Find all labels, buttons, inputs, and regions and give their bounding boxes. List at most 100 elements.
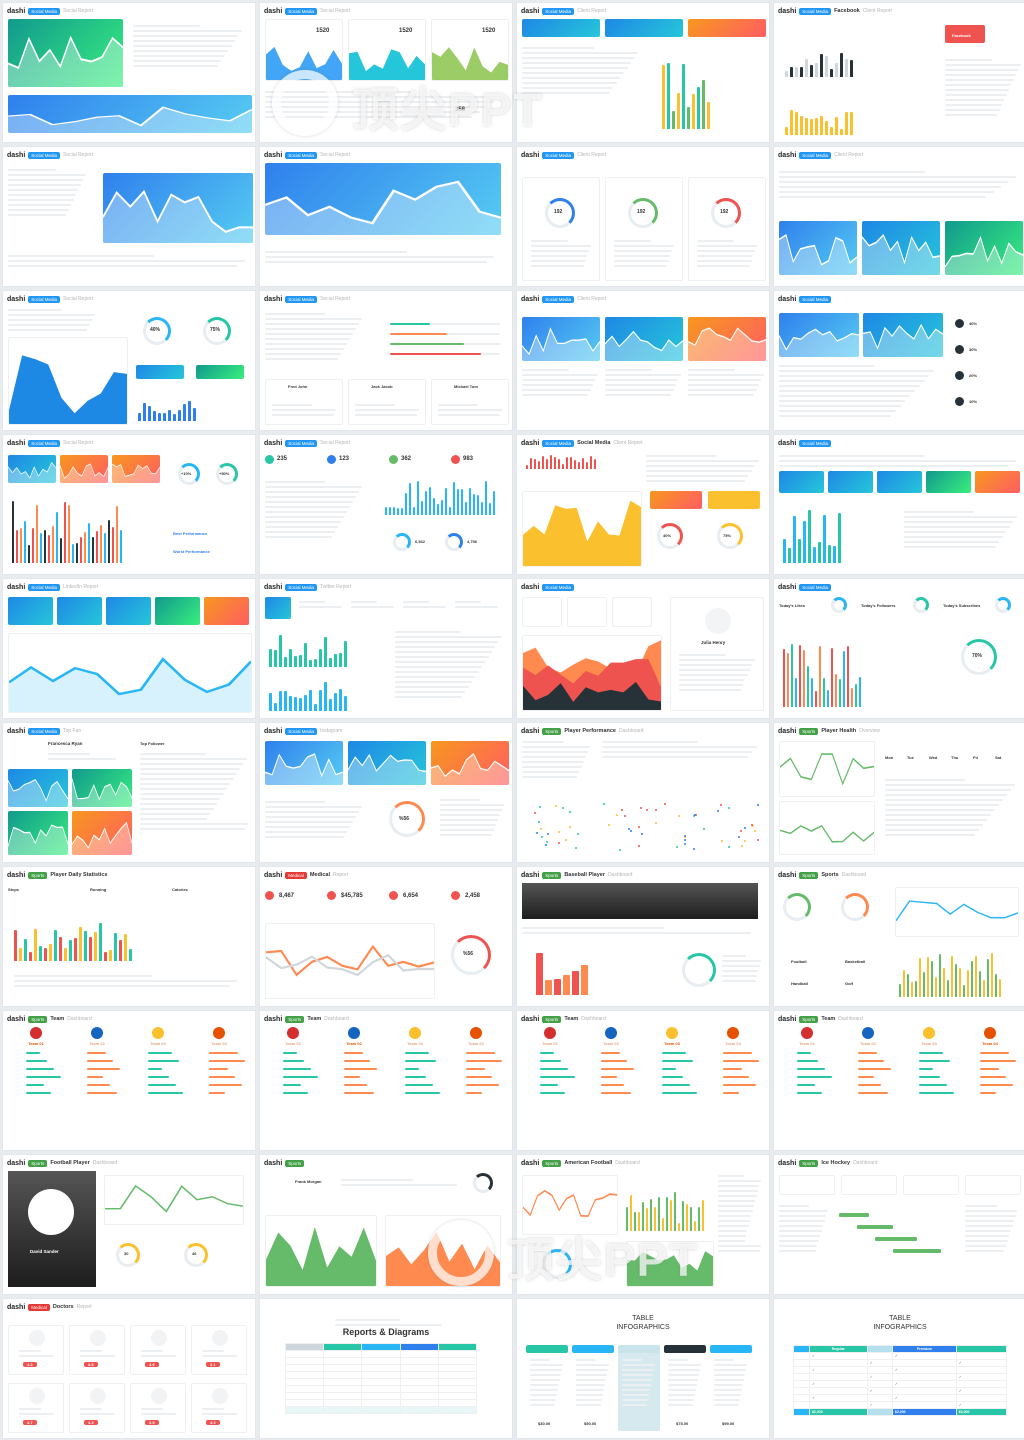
page-list-row [133, 60, 222, 62]
appointment-list-row [885, 799, 1003, 801]
doctor-card: 4.3 [191, 1383, 247, 1433]
follower-bars [269, 681, 347, 711]
drives-table-row [718, 1185, 760, 1187]
brand-logo: dashi [264, 7, 283, 15]
slide-thumbnail[interactable]: dashi Social Media LinkedIn Report [2, 578, 256, 719]
tweet-list-row [395, 646, 496, 648]
reports-cell [284, 1343, 325, 1351]
ratio-value: 75% [723, 533, 732, 538]
slide-thumbnail[interactable]: dashi Social Media Social Report [2, 2, 256, 143]
slide-thumbnail[interactable]: dashi Sports Team Dashboard Team 01 Team 02 Te… [259, 1010, 513, 1151]
slide-thumbnail[interactable]: dashi Sports Team Dashboard Team 01 Team 02 Te… [2, 1010, 256, 1151]
person-stats-row [355, 404, 395, 406]
doctor-info-row [141, 1355, 176, 1357]
slide-thumbnail[interactable]: dashi Sports Player Performance Dashboard [516, 722, 770, 863]
team-stat-bar [87, 1076, 103, 1078]
fb-posts-row [945, 84, 1012, 86]
person-card: Fred John [265, 379, 343, 425]
slide-thumbnail[interactable]: dashi Sports Baseball Player Dashboard [516, 866, 770, 1007]
slide-thumbnail[interactable]: dashi Sports Football Player Dashboard David… [2, 1154, 256, 1295]
slide-header: dashi Social Media Social Report [7, 6, 251, 16]
slide-thumbnail[interactable]: dashi Social Media Client Report [773, 146, 1024, 287]
slide-thumbnail[interactable]: dashi Social Media Social Report [2, 146, 256, 287]
channel-panel-wave-line [688, 327, 766, 346]
person-name: Fred John [288, 384, 308, 389]
monthly-bars [783, 641, 861, 707]
calendar-day: Fri [973, 755, 979, 760]
monthly-bars-bar [44, 530, 46, 563]
slide-thumbnail[interactable]: dashi Social Media Top Fan Francesca Ryan To… [2, 722, 256, 863]
activity-bars-bar [19, 948, 22, 961]
social-share: 20% [969, 373, 978, 378]
pricing-header-cell [793, 1345, 810, 1353]
team-stat-bar [209, 1076, 235, 1078]
slide-thumbnail[interactable]: dashi Sports American Football Dashboard [516, 1154, 770, 1295]
slide-thumbnail[interactable]: dashi Social Media Social Report [259, 146, 513, 287]
slide-thumbnail[interactable]: dashi Sports Team Dashboard Team 01 Team 02 Te… [516, 1010, 770, 1151]
fb-posts-row [945, 99, 1005, 101]
slide-thumbnail[interactable]: dashi Social Media Social Report 235 123 362 9… [259, 434, 513, 575]
slide-thumbnail[interactable]: dashi Social Media Facebook Client Report Fa… [773, 2, 1024, 143]
slide-thumbnail[interactable]: dashi Sports Team Dashboard Team 01 Team 02 Te… [773, 1010, 1024, 1151]
drives-table-row [718, 1180, 761, 1182]
slide-thumbnail[interactable]: dashi Medical Doctors Report 4.2 3.8 4.6 3.1 4.7… [2, 1298, 256, 1439]
growth-notes-row [8, 314, 96, 316]
kpi-card [688, 19, 766, 37]
activity-badge [136, 365, 184, 379]
slide-thumbnail[interactable]: dashi Sports Ice Hockey Dashboard [773, 1154, 1024, 1295]
slide-thumbnail[interactable]: dashi Social Media Twitter Report [259, 578, 513, 719]
slide-thumbnail[interactable]: dashi Social Media Social Report 1520 1520 15… [259, 2, 513, 143]
slide-thumbnail[interactable]: TABLE INFOGRAPHICS Regular Premium ✓ ✓ ✓ ✓ ✓ ✓ ✓ ✓ ✓… [773, 1298, 1024, 1439]
follower-bars-bar [294, 697, 297, 711]
slide-thumbnail[interactable]: dashi Medical Medical Report 8,467 $45,785 6,6… [259, 866, 513, 1007]
monthly-bars-bar [68, 505, 70, 563]
scatter-point [743, 827, 746, 830]
slide-thumbnail[interactable]: dashi Social Media Social Report 40% 75% [2, 290, 256, 431]
reports-row [284, 1364, 478, 1372]
fb-posts [945, 59, 1023, 119]
team-stat-bar [797, 1092, 822, 1094]
slide-thumbnail[interactable]: dashi Social Media Client Report 192 192 192 [516, 146, 770, 287]
category-tag: Medical [28, 1303, 50, 1311]
daily-bars-bar [433, 498, 435, 515]
platform-notes [440, 799, 506, 839]
slide-thumbnail[interactable]: dashi Social Media Client Report [516, 2, 770, 143]
slide-thumbnail[interactable]: dashi Social Media Client Report [516, 290, 770, 431]
slide-thumbnail[interactable]: dashi Social Media Social Report Fred John J… [259, 290, 513, 431]
brand-logo: dashi [778, 727, 797, 735]
slide-thumbnail[interactable]: dashi Social Media Today's Likes Today's Fo… [773, 578, 1024, 719]
slide-thumbnail[interactable]: dashi Sports Sports Dashboard Football Basket… [773, 866, 1024, 1007]
player-name: Frank Morgan [295, 1179, 322, 1184]
slide-thumbnail[interactable]: dashi Social Media 40% 30% 20% 10% [773, 290, 1024, 431]
social-strip-panel [8, 95, 252, 133]
slide-thumbnail[interactable]: dashi Sports Player Health Overview Mon Tue We… [773, 722, 1024, 863]
pricing-row: Regular Premium [793, 1345, 1008, 1353]
slide-thumbnail[interactable]: TABLE INFOGRAPHICS $30.00 $50.00 $75.00 $99.0… [516, 1298, 770, 1439]
kpi-notes-row [904, 511, 974, 513]
facebook-button[interactable]: Facebook [945, 25, 985, 43]
gender-donut [451, 935, 491, 975]
pricing-cell [808, 1401, 868, 1409]
heart-line-line [896, 900, 1018, 922]
slide-thumbnail[interactable]: dashi Social Media Social Media Client Repo… [516, 434, 770, 575]
slide-thumbnail[interactable]: dashi Social Media Julia Henry [516, 578, 770, 719]
monthly-bars-bar [819, 646, 821, 707]
social-icon [265, 455, 274, 464]
slide-thumbnail[interactable]: dashi Social Media Instagram %56 [259, 722, 513, 863]
daily-bars-bar [461, 489, 463, 515]
scatter-point [615, 813, 618, 816]
reports-cell [323, 1385, 363, 1393]
slide-header: dashi Social Media [521, 582, 765, 592]
slide-thumbnail[interactable]: Reports & Diagrams [259, 1298, 513, 1439]
reports-cell [361, 1406, 401, 1414]
growth-notes-row [8, 179, 84, 181]
ring-list-row [697, 260, 752, 262]
slide-thumbnail[interactable]: dashi Social Media Social Report +10% +50% Be… [2, 434, 256, 575]
slide-header: dashi Social Media Client Report [521, 150, 765, 160]
slide-thumbnail[interactable]: dashi Sports Player Daily Statistics Steps R… [2, 866, 256, 1007]
doctor-info [202, 1350, 238, 1360]
slide-thumbnail[interactable]: dashi Social Media [773, 434, 1024, 575]
slide-thumbnail[interactable]: dashi Sports Frank Morgan [259, 1154, 513, 1295]
slide-body: 235 123 362 983 6,542 4,756 [265, 451, 507, 569]
daily-bars-bar [465, 502, 467, 515]
